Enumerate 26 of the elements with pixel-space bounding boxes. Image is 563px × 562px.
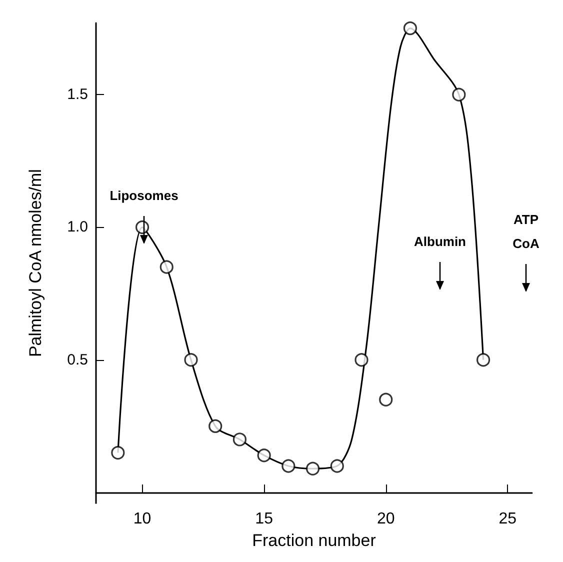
y-tick-label: 0.5 <box>67 351 88 368</box>
point <box>330 459 344 473</box>
y-tick-label: 1.0 <box>67 218 88 236</box>
point <box>306 462 320 476</box>
x-tick-label: 20 <box>376 510 395 528</box>
x-axis-title: Fraction number <box>252 531 376 550</box>
point <box>208 419 222 433</box>
point <box>257 448 271 462</box>
annotation: Liposomes <box>110 187 178 205</box>
point <box>452 88 466 102</box>
point <box>232 432 247 446</box>
point <box>379 392 393 406</box>
point <box>111 446 125 460</box>
x-tick-label: 25 <box>498 510 517 528</box>
point <box>354 353 368 367</box>
x-tick-label: 15 <box>255 510 274 528</box>
point <box>282 459 296 473</box>
y-tick-label: 1.5 <box>67 86 88 104</box>
x-tick-label: 10 <box>133 510 152 528</box>
point <box>476 353 490 367</box>
point <box>184 353 198 367</box>
annotation: ATP CoA <box>512 211 540 253</box>
y-axis-title: Palmitoyl CoA nmoles/ml <box>26 169 45 358</box>
point <box>160 260 174 274</box>
annotation: Albumin <box>414 233 466 251</box>
point <box>403 22 418 36</box>
